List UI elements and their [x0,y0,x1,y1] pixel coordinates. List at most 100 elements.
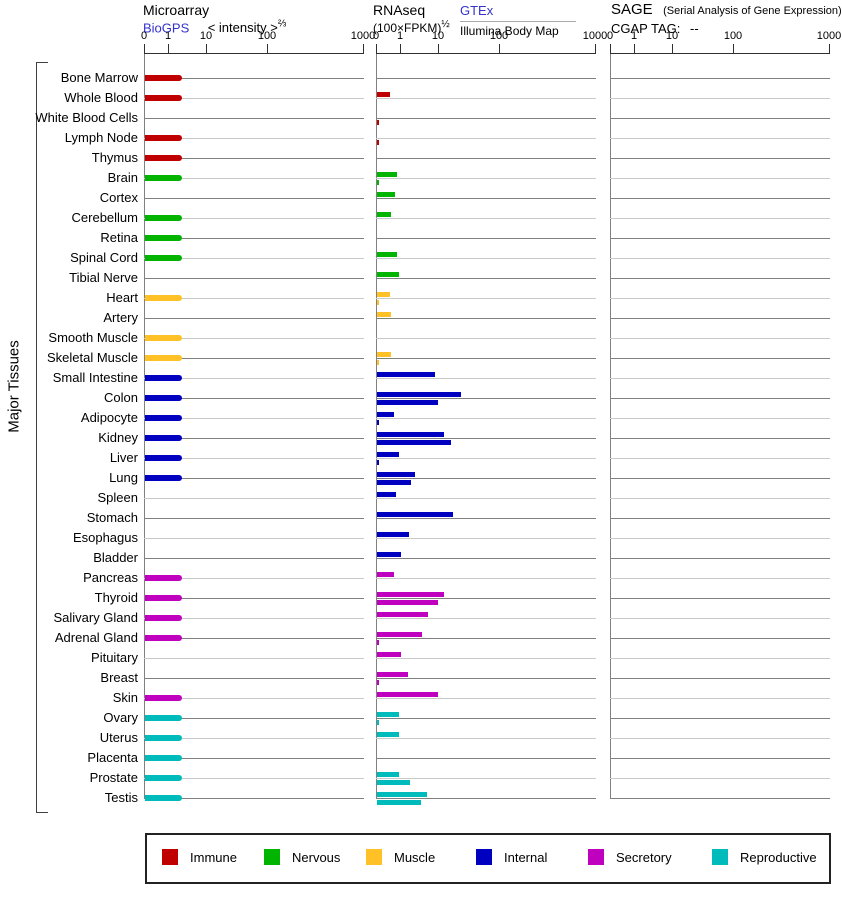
bar-microarray-salivary-gland [145,615,182,621]
row-line [610,758,830,759]
axis-tick-label: 10 [665,30,679,42]
row-line [144,298,364,299]
tissue-label-cortex: Cortex [99,190,138,205]
bar-gtex-cortex [377,192,395,197]
bar-microarray-liver [145,455,182,461]
row-line [144,638,364,639]
row-line [144,418,364,419]
tissue-label-skin: Skin [112,690,138,705]
row-line [610,618,830,619]
row-line [376,578,596,579]
axis-tick-label: 10 [199,30,213,42]
row-line [376,638,596,639]
tissue-label-heart: Heart [106,290,138,305]
axis-tick [499,44,500,53]
bar-microarray-skeletal-muscle [145,355,182,361]
row-line [376,278,596,279]
row-line [144,538,364,539]
bar-microarray-lung [145,475,182,481]
row-line [610,118,830,119]
row-line [144,618,364,619]
tissue-label-pancreas: Pancreas [83,570,138,585]
row-line [610,778,830,779]
row-line [144,378,364,379]
bar-microarray-heart [145,295,182,301]
row-line [144,338,364,339]
row-line [376,318,596,319]
tissue-label-liver: Liver [109,450,138,465]
bar-gtex-whole-blood [377,92,391,97]
tissue-label-bone-marrow: Bone Marrow [60,70,138,85]
bar-illumina-adipocyte [377,420,379,425]
bar-illumina-adrenal-gland [377,640,379,645]
row-line [610,238,830,239]
biogps-link[interactable]: BioGPS [143,20,190,36]
row-line [376,78,596,79]
row-line [144,278,364,279]
tissue-category-legend: Immune Nervous Muscle Internal Secretory Repr… [145,833,831,884]
bar-microarray-colon [145,395,182,401]
legend-label-secretory: Secretory [616,850,672,865]
bar-illumina-heart [377,300,379,305]
panel-axis-vline [376,53,377,798]
axis-tick-label: 0 [372,30,380,42]
axis-tick [400,44,401,53]
axis-tick-label: 100 [723,30,743,42]
row-line [376,478,596,479]
row-line [144,458,364,459]
row-line [376,98,596,99]
rnaseq-scale-exponent: ½ [441,19,450,30]
row-line [144,798,364,799]
bar-microarray-smooth-muscle [145,335,182,341]
row-line [144,178,364,179]
row-line [610,338,830,339]
tissue-label-placenta: Placenta [87,750,138,765]
microarray-title: Microarray [143,2,210,18]
row-line [144,218,364,219]
bar-gtex-pituitary [377,652,401,657]
row-line [376,678,596,679]
axis-tick [672,44,673,53]
bar-illumina-brain [377,180,379,185]
row-line [610,358,830,359]
bar-gtex-uterus [377,732,399,737]
row-line [610,378,830,379]
row-line [376,158,596,159]
row-line [376,798,596,799]
row-line [610,258,830,259]
row-line [376,558,596,559]
bar-gtex-cerebellum [377,212,392,217]
row-line [610,718,830,719]
row-line [610,218,830,219]
axis-tick-label: 1 [630,30,638,42]
row-line [610,738,830,739]
legend-label-muscle: Muscle [394,850,436,865]
row-line [610,178,830,179]
major-tissues-bracket [36,62,37,813]
bar-gtex-adrenal-gland [377,632,423,637]
rnaseq-sources: GTEx Illumina Body Map [460,2,576,38]
legend-swatch-immune [162,849,178,865]
axis-tick [363,44,364,53]
bar-microarray-uterus [145,735,182,741]
axis-tick-label: 1000 [582,30,608,42]
tissue-label-bladder: Bladder [93,550,138,565]
row-line [144,438,364,439]
row-line [376,118,596,119]
row-line [144,78,364,79]
tissue-label-testis: Testis [104,790,138,805]
panel-axis-baseline [376,53,596,54]
gtex-link[interactable]: GTEx [460,3,494,18]
bar-illumina-lung [377,480,411,485]
tissue-label-retina: Retina [100,230,138,245]
bar-gtex-stomach [377,512,454,517]
axis-tick-label: 100 [489,30,509,42]
row-line [144,678,364,679]
bar-illumina-breast [377,680,379,685]
axis-tick-label: 1000 [816,30,842,42]
bar-gtex-spinal-cord [377,252,398,257]
row-line [376,458,596,459]
tissue-label-spinal-cord: Spinal Cord [70,250,138,265]
axis-tick [438,44,439,53]
